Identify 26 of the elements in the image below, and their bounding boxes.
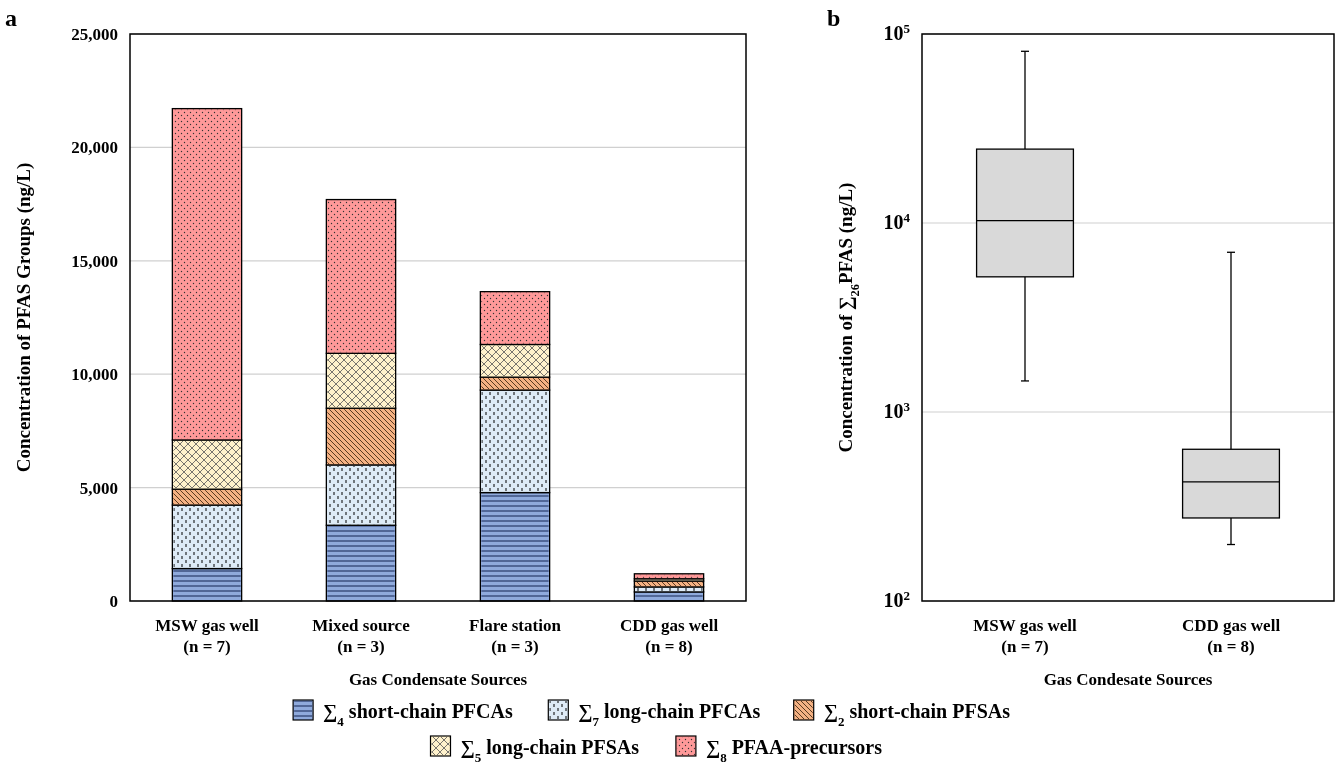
- y-tick-label: 0: [109, 592, 118, 611]
- y-axis-title: Concentration of PFAS Groups (ng/L): [13, 162, 35, 473]
- x-axis-title: Gas Condesate Sources: [1043, 670, 1213, 689]
- legend-label: ∑$_{2}$ short-chain PFSAs: [823, 700, 1011, 729]
- legend-label: ∑$_{4}$ short-chain PFCAs: [323, 700, 513, 729]
- y-tick-label: 20,000: [71, 138, 118, 158]
- legend-label: ∑$_{7}$ long-chain PFCAs: [578, 700, 761, 729]
- y-tick-label: 10$^{4}$: [883, 209, 911, 233]
- y-tick-label: 10,000: [71, 365, 118, 385]
- y-tick-label: 15,000: [71, 251, 118, 271]
- y-tick-label: 5,000: [79, 478, 118, 498]
- x-tick-label: CDD gas well (n = 8): [619, 616, 719, 656]
- x-tick-label: CDD gas well (n = 8): [1181, 616, 1281, 656]
- x-axis-title: Gas Condensate Sources: [348, 670, 528, 689]
- x-tick-label: Mixed source (n = 3): [312, 616, 411, 656]
- y-tick-label: 10$^{2}$: [883, 587, 910, 611]
- y-tick-label: 10$^{3}$: [883, 398, 911, 422]
- text: a: [5, 5, 17, 31]
- x-tick-label: Flare station (n = 3): [469, 616, 562, 656]
- legend-label: ∑$_{8}$ PFAA-precursors: [705, 736, 883, 765]
- legend-label: ∑$_{5}$ long-chain PFSAs: [460, 736, 640, 765]
- y-tick-label: 25,000: [71, 25, 118, 44]
- x-tick-label: MSW gas well (n = 7): [155, 616, 260, 656]
- x-tick-label: MSW gas well (n = 7): [973, 616, 1078, 656]
- text: b: [827, 5, 841, 31]
- y-tick-label: 10$^{5}$: [883, 20, 911, 44]
